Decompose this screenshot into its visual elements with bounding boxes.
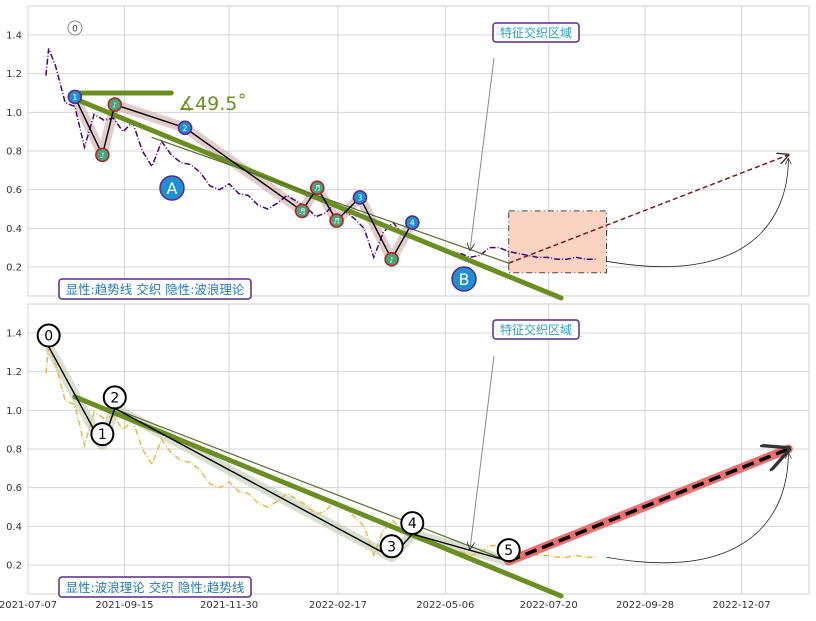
- x-tick-label: 2021-09-15: [95, 600, 153, 611]
- wave-line: [74, 96, 413, 260]
- y-tick-label: 0.2: [6, 263, 22, 274]
- trend-line: [112, 407, 510, 562]
- wave-number-marker: [379, 534, 404, 559]
- wave-point-label: ♪: [389, 255, 394, 264]
- wave-point-label: 3: [358, 193, 363, 202]
- trend-line: [72, 96, 564, 301]
- y-tick-label: 1.2: [6, 69, 22, 80]
- point-a-label: A: [167, 179, 178, 198]
- wave-note-marker: [329, 213, 344, 228]
- point-b-marker: [451, 266, 477, 292]
- wave-point-label: 1: [72, 93, 77, 102]
- point-b-label: B: [459, 270, 470, 289]
- wave-point-label: 3: [387, 539, 396, 555]
- price-series-line: [45, 48, 596, 261]
- wave-point-label: ♬: [299, 207, 306, 216]
- y-tick-label: 1.2: [6, 367, 22, 378]
- wave-point-label: ♬: [314, 184, 321, 193]
- y-tick-label: 1.4: [6, 329, 22, 340]
- top-annotation-text: 特征交织区域: [500, 25, 572, 40]
- wave-point-label: 2: [183, 124, 188, 133]
- top-wave-start-marker: [67, 20, 83, 36]
- y-tick-label: 0.8: [6, 445, 22, 456]
- wave-note-marker: [294, 203, 310, 219]
- grid-layer: [27, 6, 809, 594]
- top-wave-start-label: 0: [72, 25, 78, 35]
- highlight-box: [508, 210, 608, 274]
- wave-number-marker: [90, 422, 115, 447]
- x-tick-label: 2021-07-07: [0, 600, 57, 611]
- wave-note-marker: [309, 180, 325, 196]
- trend-line: [151, 136, 510, 264]
- projection-line: [508, 449, 789, 563]
- wave-number-marker: [177, 120, 193, 136]
- y-tick-label: 0.6: [6, 483, 22, 494]
- top-caption-box: [58, 278, 252, 300]
- wave-number-marker: [400, 511, 425, 536]
- x-tick-label: 2022-09-28: [616, 600, 674, 611]
- x-tick-label: 2022-12-07: [712, 600, 770, 611]
- wave-point-label: 2: [110, 390, 119, 406]
- y-tick-label: 0.2: [6, 561, 22, 572]
- wave-point-label: ♪: [100, 151, 105, 160]
- x-tick-label: 2022-05-06: [416, 600, 474, 611]
- y-tick-label: 0.4: [6, 224, 22, 235]
- wave-note-marker: [95, 147, 110, 163]
- y-tick-label: 1.0: [6, 406, 22, 417]
- wave-point-label: ♪: [112, 101, 117, 110]
- top-angle-label: ∡49.5˚: [178, 93, 247, 115]
- bottom-caption-text: 显性:波浪理论 交织 隐性:趋势线: [66, 580, 245, 595]
- y-tick-label: 0.8: [6, 147, 22, 158]
- wave-point-label: ♬: [333, 217, 340, 226]
- wave-point-label: 5: [504, 543, 513, 559]
- wave-note-marker: [384, 251, 399, 267]
- wave-number-marker: [36, 323, 61, 348]
- wave-point-label: 1: [98, 427, 107, 443]
- x-tick-label: 2022-02-17: [309, 600, 367, 611]
- wave-point-label: 4: [408, 516, 417, 532]
- projection-curve-arrow: [606, 159, 789, 267]
- wave-note-marker: [107, 97, 123, 112]
- y-tick-label: 0.4: [6, 522, 22, 533]
- x-tick-label: 2022-07-20: [520, 600, 578, 611]
- y-tick-label: 1.0: [6, 108, 22, 119]
- bottom-caption-box: [58, 576, 252, 598]
- wave-number-marker: [67, 89, 83, 105]
- top-caption-text: 显性:趋势线 交织 隐性:波浪理论: [66, 282, 245, 297]
- wave-point-label: 4: [410, 219, 415, 228]
- axis-layer: 0.2 0.4 0.6 0.8 1.0 1.2 1.4 0.2 0.4 0.6 0.8 1.0 1.2 1…: [0, 31, 771, 612]
- bottom-annotation-box: [492, 319, 580, 340]
- top-annotation-arrow: [470, 57, 495, 250]
- projection-line: [508, 155, 789, 264]
- bottom-annotation-text: 特征交织区域: [500, 322, 572, 337]
- wave-number-marker: [102, 385, 127, 410]
- wave-number-marker: [496, 538, 521, 563]
- top-annotation-box: [492, 22, 580, 43]
- point-a-marker: [159, 175, 185, 201]
- wave-number-marker: [352, 190, 368, 205]
- bottom-annotation-arrow: [470, 355, 495, 549]
- wave-point-label: 0: [44, 329, 53, 345]
- y-tick-label: 0.6: [6, 185, 22, 196]
- y-tick-label: 1.4: [6, 31, 22, 42]
- x-tick-label: 2021-11-30: [200, 600, 258, 611]
- wave-number-marker: [405, 215, 420, 230]
- projection-curve-arrow: [606, 453, 789, 563]
